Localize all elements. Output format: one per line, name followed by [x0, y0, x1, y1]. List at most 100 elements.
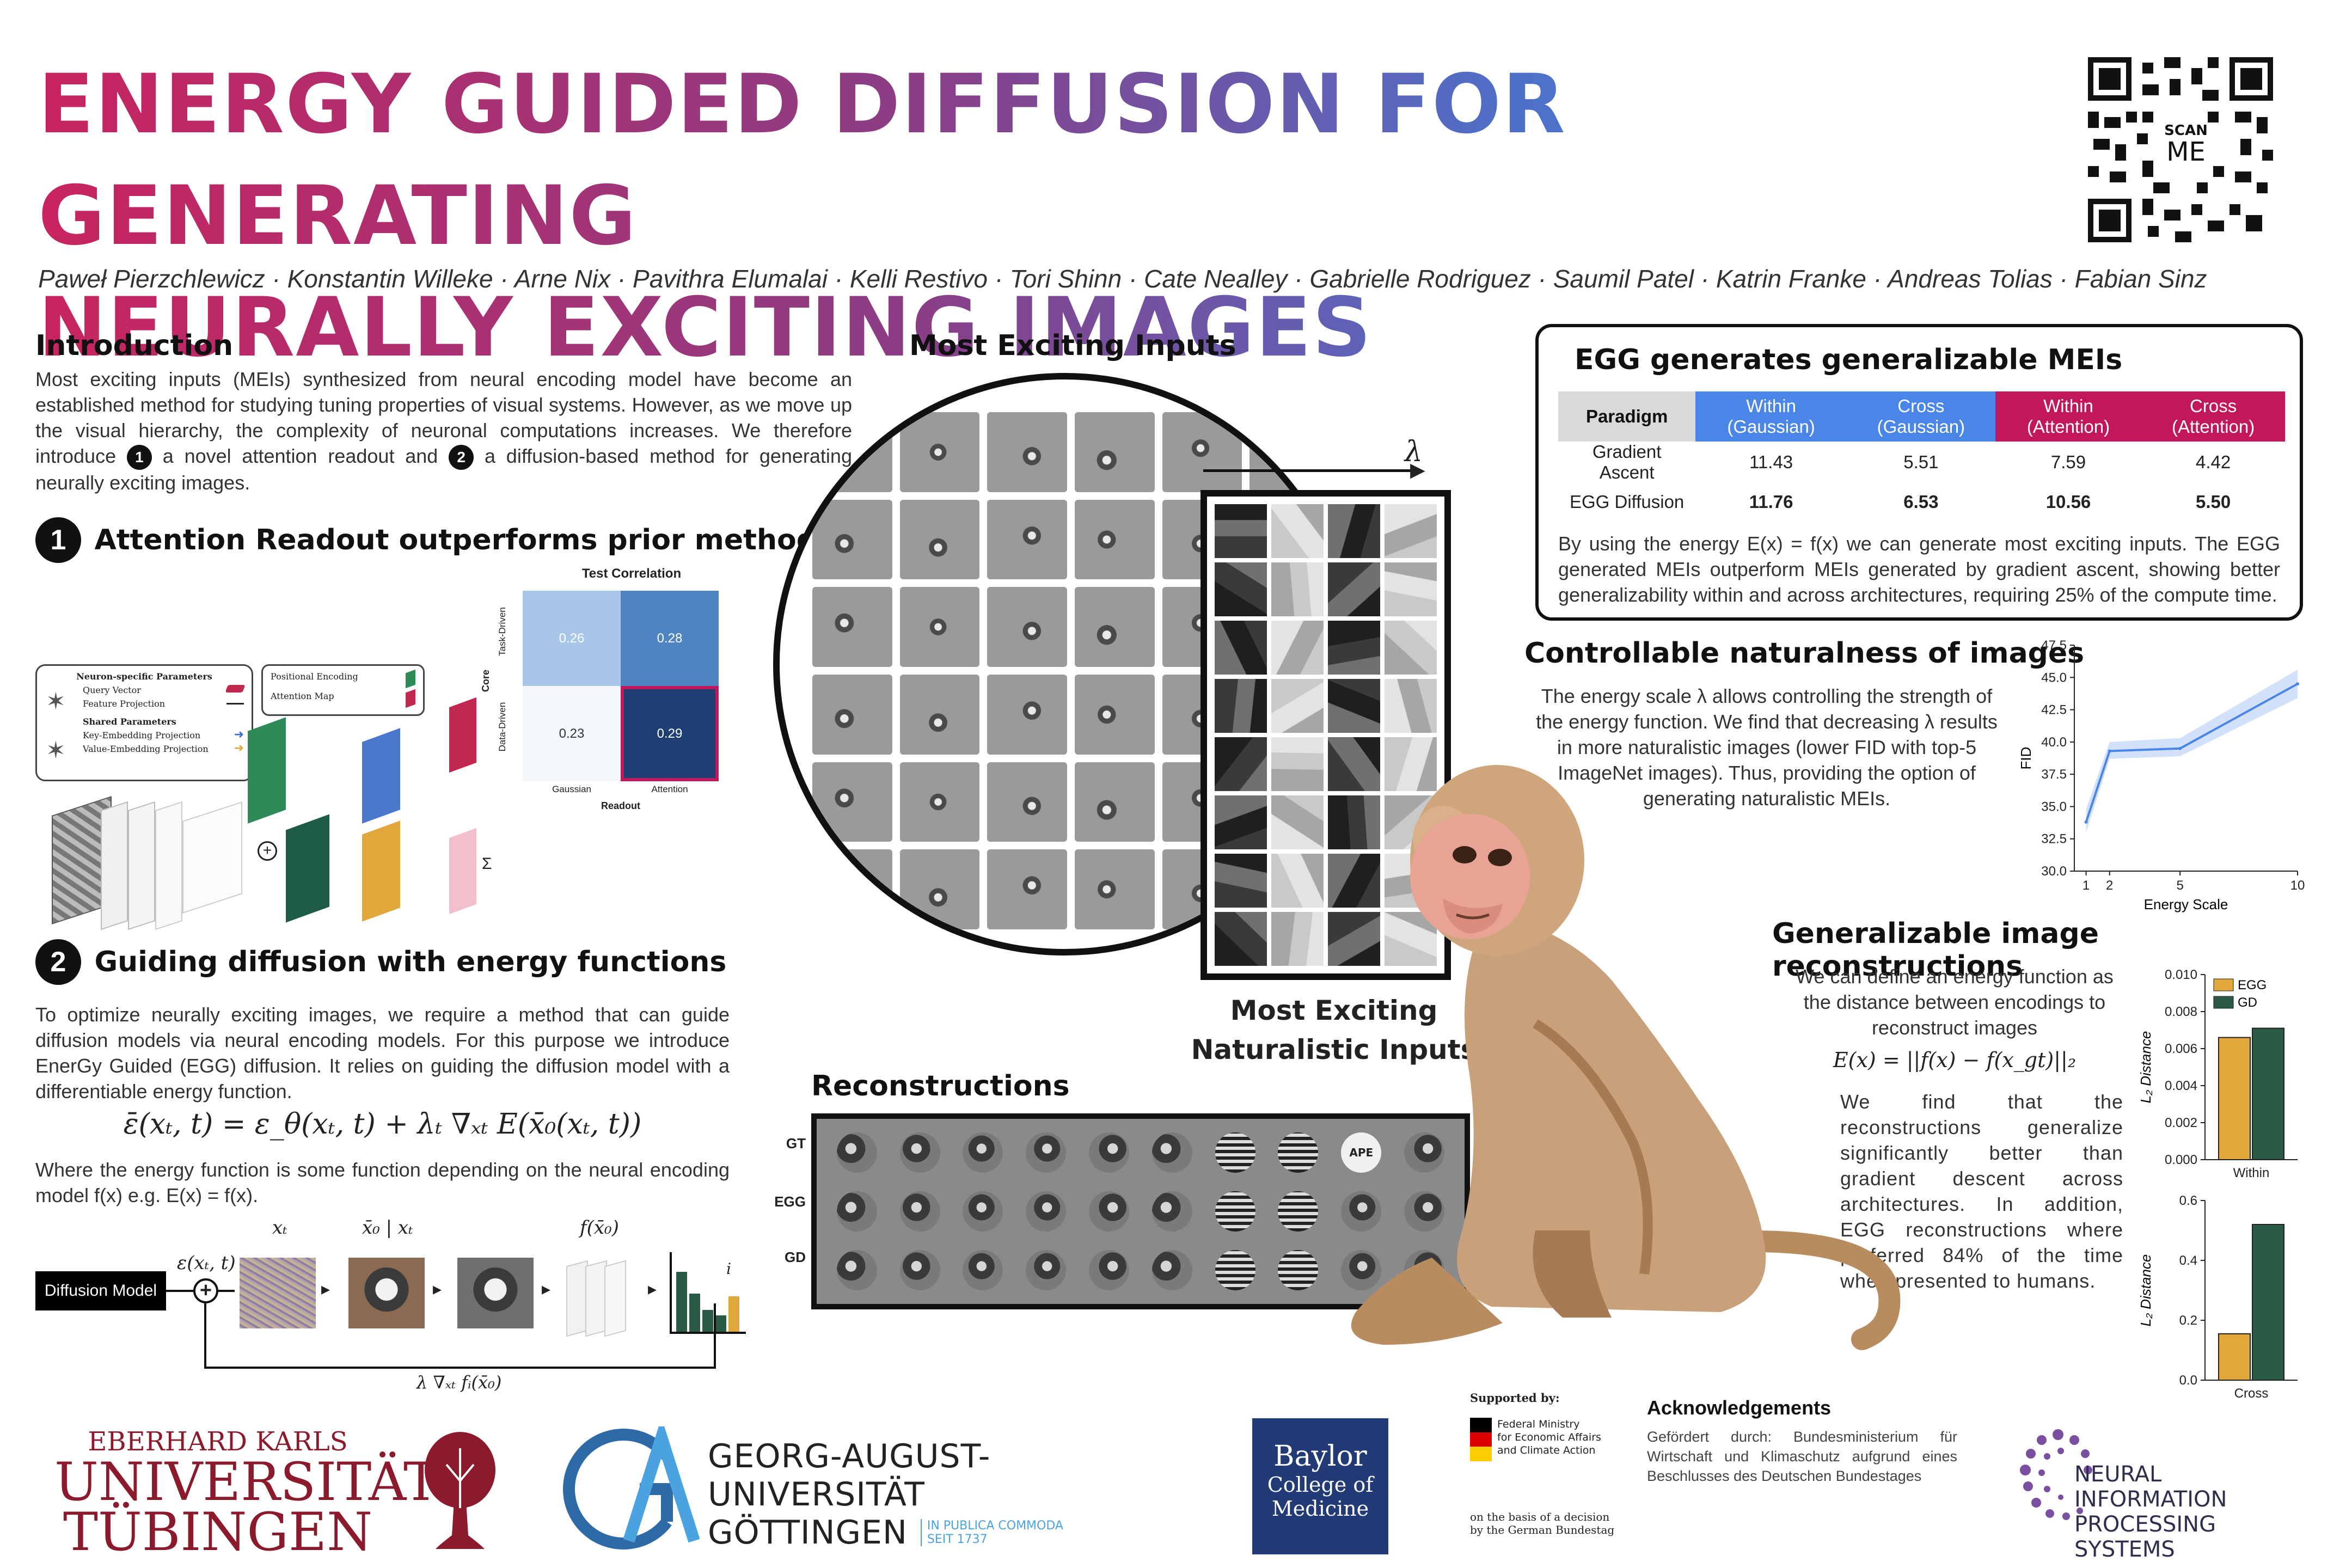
intro-text-part-c: a diffusion-based method for generating … — [35, 445, 852, 494]
y-tick-label: 0.000 — [2165, 1153, 2197, 1167]
image-tile — [1215, 795, 1267, 849]
tuebingen-line-3: TÜBINGEN — [63, 1502, 373, 1563]
heatmap-title: Test Correlation — [581, 566, 682, 581]
naturalistic-caption-line-2: Naturalistic Inputs — [1191, 1034, 1477, 1065]
heatmap-row-label-1: Task-Driven — [497, 607, 507, 656]
image-tile: APE — [1332, 1125, 1391, 1180]
table-cell: 7.59 — [2050, 452, 2086, 472]
neurips-logo[interactable]: NEURAL INFORMATION PROCESSING SYSTEMS — [2074, 1462, 2314, 1562]
reconstruction-disc — [1152, 1132, 1192, 1173]
reconstruction-disc — [1215, 1250, 1255, 1290]
query-vector-icon — [225, 685, 246, 693]
reconstruction-disc — [899, 1250, 940, 1290]
image-tile — [1328, 562, 1380, 616]
legend-shared-title: Shared Parameters — [83, 716, 176, 727]
tuebingen-line-2: UNIVERSITÄT — [54, 1451, 439, 1512]
image-tile — [954, 1184, 1013, 1239]
feedback-loop — [204, 1303, 716, 1369]
legend-query-vector: Query Vector — [83, 685, 141, 695]
image-tile — [1215, 854, 1267, 908]
reconstructions-labels: GT EGG GD — [768, 1116, 806, 1283]
image-tile — [1395, 1125, 1454, 1180]
confidence-band — [2086, 670, 2298, 832]
reconstruction-disc — [1152, 1191, 1192, 1232]
y-tick-label: 0.0 — [2179, 1373, 2197, 1388]
legend-swatch-gd — [2213, 996, 2234, 1009]
section-2-number: 2 — [35, 939, 81, 985]
within-bar-chart-svg: 0.000 0.002 0.004 0.006 0.008 0.010 Within L₂ D… — [2137, 967, 2298, 1180]
naturalistic-panel — [1200, 490, 1451, 980]
bar-egg — [2218, 1333, 2251, 1381]
image-tile — [1328, 737, 1380, 791]
decision-line-2: by the German Bundestag — [1470, 1523, 1615, 1536]
egg-diffusion-diagram: Diffusion Model ε(xₜ, t) + xₜ ▸ x̄₀ | xₜ… — [35, 1214, 746, 1410]
feature-projection-icon — [226, 703, 244, 705]
introduction-heading: Introduction — [35, 329, 234, 362]
qr-code[interactable]: SCAN ME — [2088, 57, 2273, 242]
arrow-to-noise — [218, 1290, 235, 1292]
goettingen-line-2: GÖTTINGEN — [708, 1514, 908, 1552]
sum-readout-icon: Σ — [482, 855, 492, 873]
image-tile — [1271, 504, 1324, 558]
reconstruction-disc — [1215, 1191, 1255, 1232]
table-cell: 5.51 — [1903, 452, 1939, 472]
image-tile — [1215, 737, 1267, 791]
image-tile — [1328, 504, 1380, 558]
image-tile — [899, 849, 980, 929]
predicted-image-copy — [457, 1258, 534, 1328]
generalizable-heading: Generalizable image reconstructions — [1772, 917, 2099, 983]
image-tile — [1328, 621, 1380, 675]
egg-results-panel: EGG generates generalizable MEIs Paradig… — [1535, 324, 2303, 621]
image-tile — [1328, 854, 1380, 908]
y-tick-label: 37.5 — [2041, 767, 2067, 782]
header-paradigm: Paradigm — [1558, 391, 1696, 442]
naturalistic-grid — [1215, 504, 1437, 966]
image-tile — [1385, 504, 1437, 558]
neuron-star-icon: ✶ — [46, 688, 66, 715]
goettingen-logo[interactable]: GEORG-AUGUST-UNIVERSITÄT GÖTTINGEN IN PU… — [708, 1437, 1198, 1552]
image-tile — [1395, 1184, 1454, 1239]
image-tile — [1332, 1243, 1391, 1297]
table-row: Gradient Ascent 11.43 5.51 7.59 4.42 — [1558, 442, 2285, 483]
baylor-logo[interactable]: Baylor College of Medicine — [1252, 1418, 1388, 1554]
arrow-to-sum — [166, 1290, 193, 1292]
fid-point — [2108, 749, 2111, 753]
baylor-line-1: Baylor — [1273, 1440, 1367, 1473]
x-tick-label: 1 — [2082, 878, 2090, 893]
tuebingen-logo[interactable]: EBERHARD KARLS UNIVERSITÄT TÜBINGEN — [54, 1426, 439, 1563]
weighted-value-block — [449, 828, 476, 915]
image-tile — [1080, 1184, 1138, 1239]
y-tick-label: 42.5 — [2041, 703, 2067, 718]
qr-scan-label: SCAN — [2164, 122, 2208, 139]
image-tile — [1332, 1184, 1391, 1239]
heatmap-xlabel: Readout — [601, 800, 640, 811]
table-cell: 6.53 — [1903, 492, 1939, 512]
mei-heading: Most Exciting Inputs — [909, 329, 1236, 362]
positional-encoding-block — [248, 717, 286, 824]
image-tile — [1250, 412, 1330, 492]
acknowledgements-text: Gefördert durch: Bundesministerium für W… — [1647, 1429, 1957, 1484]
noisy-image — [240, 1258, 316, 1328]
y-tick-label: 47.5 — [2041, 638, 2067, 653]
reconstruction-disc — [899, 1191, 940, 1232]
legend-key-projection: Key-Embedding Projection — [83, 730, 201, 740]
goettingen-motto-2: SEIT 1737 — [927, 1533, 988, 1546]
category-label: Within — [2233, 1166, 2270, 1180]
header-within-attention: Within (Attention) — [1995, 391, 2142, 442]
image-tile — [954, 1125, 1013, 1180]
heatmap-col-label-2: Attention — [651, 784, 688, 794]
section-1-title: Attention Readout outperforms prior meth… — [94, 524, 834, 556]
table-cell: 11.76 — [1749, 492, 1793, 512]
intro-badge-1: 1 — [126, 445, 152, 470]
legend-label-egg: EGG — [2238, 978, 2267, 993]
lambda-arrow-head-icon: ▶ — [1410, 458, 1425, 481]
supported-by-label: Supported by: — [1470, 1391, 1560, 1405]
reconstruction-disc — [963, 1132, 1003, 1173]
y-tick-label: 35.0 — [2041, 799, 2067, 814]
image-tile — [1162, 412, 1242, 492]
egg-results-table: Paradigm Within (Gaussian) Cross (Gaussi… — [1558, 391, 2285, 521]
y-tick-label: 30.0 — [2041, 864, 2067, 879]
image-tile — [1215, 679, 1267, 733]
table-cell: 5.50 — [2196, 492, 2231, 512]
naturalness-heading: Controllable naturalness of images — [1524, 637, 2085, 670]
